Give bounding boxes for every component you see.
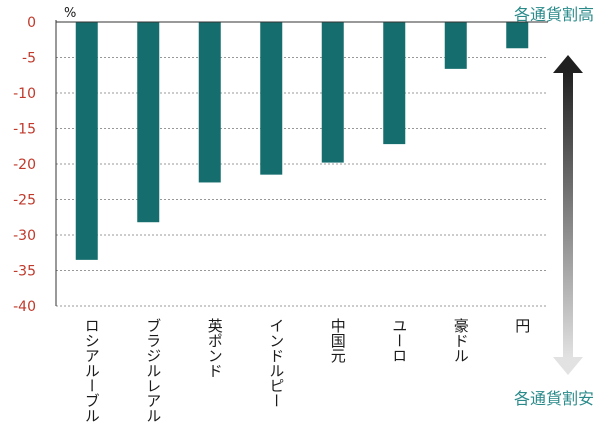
x-tick-label: ユーロ	[390, 318, 408, 363]
arrow-shaft	[563, 72, 573, 358]
y-tick-label: -10	[13, 86, 36, 102]
x-tick-label: 円	[513, 318, 531, 334]
bar	[444, 22, 467, 69]
bar	[321, 22, 344, 163]
bar	[383, 22, 406, 145]
y-tick-label: -20	[13, 157, 36, 173]
bar	[137, 22, 160, 223]
x-tick-label: 中国元	[329, 318, 347, 364]
y-tick-label: -40	[13, 299, 36, 315]
x-axis-labels: ロシアルーブル ブラジルレアル 英ポンド インドルピー 中国元 ユーロ 豪ドル 円	[83, 317, 532, 423]
bar	[75, 22, 98, 260]
y-tick-label: -35	[13, 264, 36, 280]
x-tick-label: 豪ドル	[452, 317, 470, 363]
bars	[75, 22, 529, 260]
x-tick-label: ロシアルーブル	[83, 318, 101, 423]
y-tick-label: -25	[13, 193, 36, 209]
arrow-head-down	[553, 357, 583, 375]
bar	[198, 22, 221, 183]
annotation-undervalued: 各通貨割安	[514, 389, 594, 408]
x-tick-label: ブラジルレアル	[144, 318, 162, 423]
valuation-arrow	[553, 55, 583, 375]
x-tick-label: 英ポンド	[206, 317, 224, 378]
gridlines	[56, 57, 548, 307]
bar	[260, 22, 283, 175]
arrow-head-up	[553, 55, 583, 73]
x-tick-label: インドルピー	[267, 318, 285, 408]
y-tick-label: -15	[13, 122, 36, 138]
y-tick-label: 0	[27, 15, 36, 31]
y-tick-label: -5	[22, 51, 36, 67]
annotation-overvalued: 各通貨割高	[514, 5, 594, 24]
y-tick-label: -30	[13, 228, 36, 244]
bar	[506, 22, 529, 49]
y-axis: 0 -5 -10 -15 -20 -25 -30 -35 -40	[13, 15, 548, 315]
unit-label: %	[64, 6, 76, 21]
